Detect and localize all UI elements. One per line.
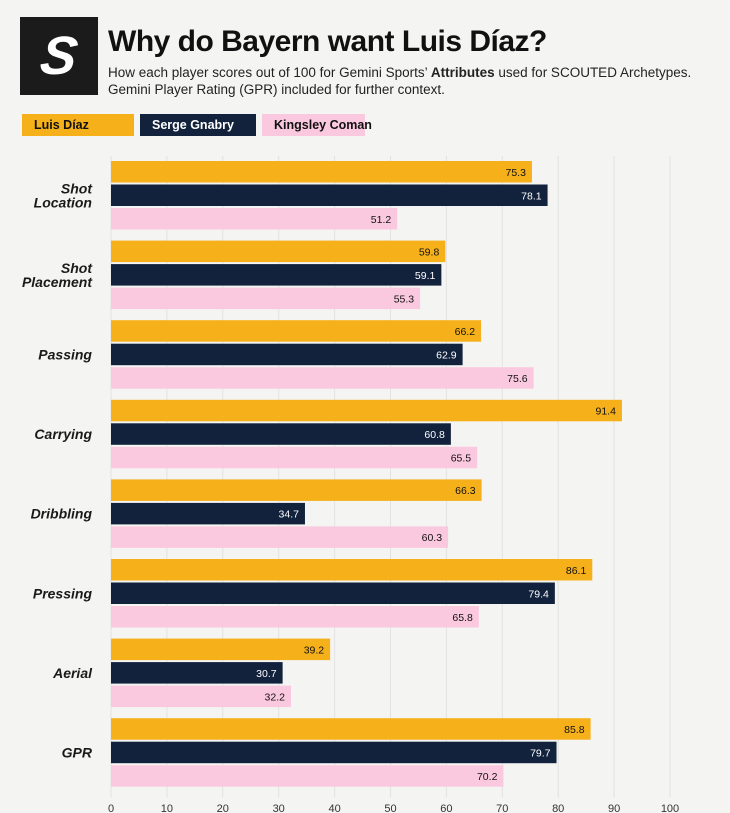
value-label-coman-0: 51.2	[371, 214, 392, 226]
value-label-gnabry-4: 34.7	[279, 509, 300, 521]
bar-coman-3	[111, 446, 478, 469]
value-label-gnabry-1: 59.1	[415, 270, 436, 282]
chart-title: Why do Bayern want Luis Díaz?	[108, 25, 547, 58]
value-label-coman-2: 75.6	[507, 373, 528, 385]
bar-coman-7	[111, 765, 504, 787]
category-label-1-0: Shot	[61, 260, 93, 276]
bar-gnabry-7	[111, 741, 557, 764]
x-tick-label-70: 70	[496, 803, 508, 813]
value-label-coman-6: 32.2	[265, 691, 286, 703]
bar-coman-0	[111, 208, 398, 230]
value-label-gnabry-2: 62.9	[436, 349, 457, 361]
subtitle-text-post: used for SCOUTED Archetypes. Gemini Play…	[108, 65, 692, 97]
bar-gnabry-5	[111, 582, 555, 604]
x-tick-label-40: 40	[328, 803, 340, 813]
value-label-coman-1: 55.3	[394, 293, 415, 305]
x-tick-label-90: 90	[608, 803, 620, 813]
bar-coman-6	[111, 685, 291, 708]
bar-diaz-1	[111, 240, 446, 263]
category-label-0-1: Location	[34, 194, 92, 210]
value-label-diaz-6: 39.2	[304, 644, 325, 656]
value-label-coman-5: 65.8	[452, 612, 473, 624]
value-label-coman-4: 60.3	[422, 532, 443, 544]
bar-diaz-2	[111, 320, 482, 342]
brand-logo: S	[20, 17, 98, 95]
value-label-gnabry-6: 30.7	[256, 668, 277, 680]
legend-item-diaz: Luis Díaz	[22, 114, 134, 136]
category-label-0-0: Shot	[61, 180, 93, 196]
bar-coman-4	[111, 526, 449, 548]
category-label-1-1: Placement	[22, 274, 93, 290]
bar-gnabry-2	[111, 343, 463, 366]
x-tick-label-10: 10	[161, 803, 173, 813]
x-tick-label-0: 0	[108, 803, 114, 813]
x-tick-label-100: 100	[661, 803, 679, 813]
value-label-gnabry-7: 79.7	[530, 747, 551, 759]
category-label-4-0: Dribbling	[31, 506, 93, 522]
value-label-diaz-1: 59.8	[419, 246, 440, 258]
value-label-diaz-4: 66.3	[455, 485, 476, 497]
category-label-5-0: Pressing	[33, 585, 93, 601]
value-label-diaz-2: 66.2	[455, 326, 476, 338]
subtitle-text-pre: How each player scores out of 100 for Ge…	[108, 65, 431, 80]
x-tick-label-50: 50	[384, 803, 396, 813]
bar-gnabry-3	[111, 423, 451, 445]
category-label-6-0: Aerial	[52, 665, 93, 681]
value-label-diaz-3: 91.4	[595, 406, 616, 418]
bar-gnabry-0	[111, 184, 548, 206]
value-label-gnabry-3: 60.8	[424, 429, 445, 441]
legend-item-coman: Kingsley Coman	[262, 114, 372, 136]
legend-item-gnabry: Serge Gnabry	[140, 114, 256, 136]
bar-coman-2	[111, 367, 534, 389]
category-label-3-0: Carrying	[34, 426, 92, 442]
value-label-coman-7: 70.2	[477, 771, 498, 783]
x-tick-label-20: 20	[217, 803, 229, 813]
bar-coman-5	[111, 606, 479, 628]
bar-gnabry-6	[111, 662, 283, 684]
bar-gnabry-1	[111, 264, 442, 286]
chart-subtitle: How each player scores out of 100 for Ge…	[108, 64, 708, 98]
category-label-2-0: Passing	[38, 346, 92, 362]
bar-coman-1	[111, 287, 421, 310]
subtitle-text-bold: Attributes	[430, 65, 495, 80]
bar-diaz-7	[111, 718, 591, 740]
value-label-gnabry-5: 79.4	[528, 588, 549, 600]
bar-diaz-3	[111, 399, 622, 422]
x-tick-label-30: 30	[273, 803, 285, 813]
bar-diaz-0	[111, 161, 532, 183]
value-label-diaz-0: 75.3	[505, 167, 526, 179]
value-label-coman-3: 65.5	[451, 453, 472, 465]
x-tick-label-80: 80	[552, 803, 564, 813]
bar-gnabry-4	[111, 502, 305, 525]
value-label-diaz-5: 86.1	[566, 565, 587, 577]
x-tick-label-60: 60	[440, 803, 452, 813]
bar-diaz-5	[111, 559, 593, 581]
value-label-diaz-7: 85.8	[564, 724, 585, 736]
bar-diaz-6	[111, 638, 331, 661]
category-label-7-0: GPR	[62, 744, 93, 760]
value-label-gnabry-0: 78.1	[521, 190, 542, 202]
bar-diaz-4	[111, 479, 482, 501]
